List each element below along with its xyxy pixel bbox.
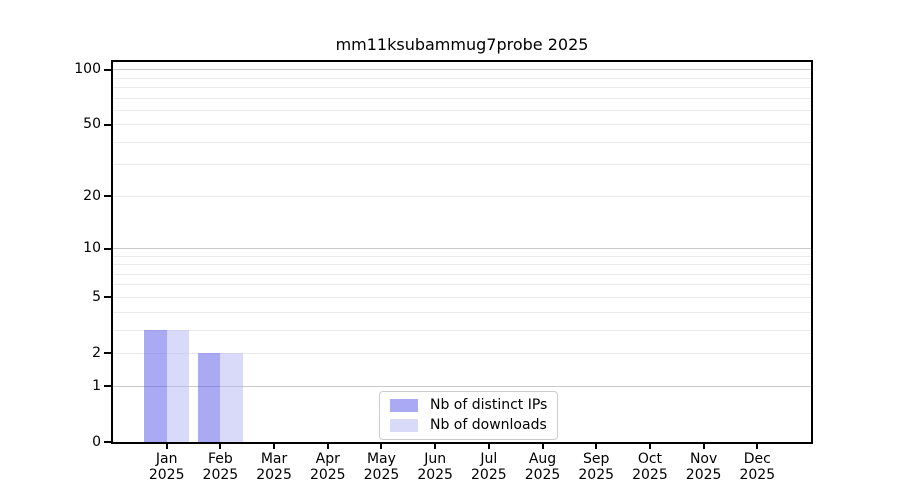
bar-distinct-ips-feb — [197, 353, 221, 442]
y-tick — [104, 123, 111, 126]
x-tick — [648, 442, 651, 449]
y-tick — [104, 441, 111, 443]
plot-area — [111, 60, 813, 444]
x-tick — [702, 442, 705, 449]
gridline-minor — [113, 195, 811, 197]
legend-swatch-downloads — [390, 419, 418, 432]
y-tick — [104, 296, 111, 299]
x-tick-label: Nov 2025 — [685, 451, 722, 483]
y-tick — [104, 385, 111, 388]
y-tick-label: 100 — [74, 61, 101, 78]
bar-downloads-feb — [220, 353, 243, 442]
gridline-minor — [113, 124, 811, 126]
gridline-minor — [113, 97, 811, 99]
x-tick — [541, 442, 544, 449]
bar-distinct-ips-jan — [144, 330, 167, 442]
gridline-minor — [113, 109, 811, 111]
y-tick-label: 0 — [92, 433, 101, 450]
x-tick-label: Jan 2025 — [148, 451, 185, 483]
x-tick-label: Dec 2025 — [739, 451, 776, 483]
y-tick — [104, 247, 111, 250]
x-tick — [434, 442, 437, 449]
y-tick — [104, 68, 111, 71]
gridline-minor — [113, 86, 811, 88]
y-tick-label: 50 — [83, 116, 101, 133]
x-tick-label: Sep 2025 — [578, 451, 615, 483]
gridline-minor — [113, 311, 811, 313]
gridline-minor — [113, 296, 811, 298]
gridline-minor — [113, 264, 811, 266]
x-tick-label: Aug 2025 — [524, 451, 561, 483]
y-tick-label: 2 — [92, 344, 101, 361]
gridline-major — [113, 385, 811, 387]
gridline-minor — [113, 77, 811, 79]
x-tick-label: Feb 2025 — [202, 451, 239, 483]
x-tick — [756, 442, 759, 449]
gridline-minor — [113, 352, 811, 354]
x-tick-label: Apr 2025 — [309, 451, 346, 483]
x-tick-label: Jun 2025 — [417, 451, 453, 483]
x-tick — [273, 442, 276, 449]
x-tick — [219, 442, 222, 449]
gridline-minor — [113, 284, 811, 286]
x-tick-label: Oct 2025 — [632, 451, 668, 483]
legend-label-distinct-ips: Nb of distinct IPs — [430, 397, 548, 413]
legend-label-downloads: Nb of downloads — [430, 417, 547, 433]
x-tick — [487, 442, 490, 449]
gridline-major — [113, 248, 811, 250]
chart-title: mm11ksubammug7probe 2025 — [335, 35, 589, 54]
y-tick — [104, 352, 111, 355]
x-tick-label: May 2025 — [363, 451, 400, 483]
gridline-minor — [113, 273, 811, 275]
x-tick — [380, 442, 383, 449]
x-tick — [326, 442, 329, 449]
y-tick-label: 10 — [83, 240, 101, 257]
legend-swatch-distinct-ips — [390, 399, 418, 412]
y-tick — [104, 195, 111, 198]
y-tick-label: 5 — [92, 288, 101, 305]
legend: Nb of distinct IPs Nb of downloads — [379, 391, 559, 440]
legend-item-downloads: Nb of downloads — [390, 417, 547, 434]
gridline-minor — [113, 141, 811, 143]
legend-item-distinct-ips: Nb of distinct IPs — [390, 397, 547, 414]
gridline-minor — [113, 164, 811, 166]
x-tick-label: Mar 2025 — [256, 451, 292, 483]
gridline-minor — [113, 329, 811, 331]
y-tick-label: 20 — [83, 187, 101, 204]
x-tick — [165, 442, 168, 449]
x-tick-label: Jul 2025 — [471, 451, 507, 483]
y-tick-label: 1 — [92, 377, 101, 394]
bar-downloads-jan — [166, 330, 190, 442]
gridline-major — [113, 69, 811, 71]
gridline-minor — [113, 255, 811, 257]
x-tick — [595, 442, 598, 449]
